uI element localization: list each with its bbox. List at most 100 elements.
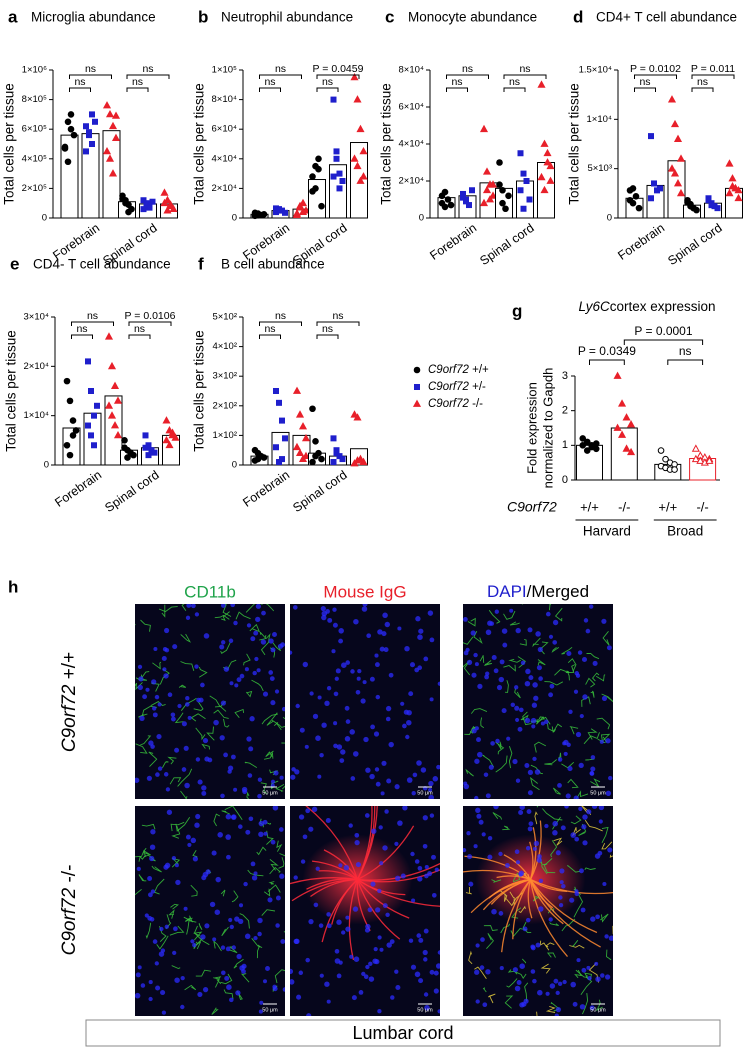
cd11b-signal [572, 940, 579, 947]
data-point [69, 417, 77, 424]
nucleus [528, 821, 534, 827]
nucleus [173, 926, 178, 932]
y-tick-label: 2×10⁴ [24, 361, 49, 372]
cd11b-signal [486, 933, 494, 950]
nucleus [137, 684, 143, 691]
igg-vessel [357, 869, 440, 883]
cd11b-signal [570, 815, 582, 825]
nucleus [373, 731, 380, 737]
cd11b-signal [551, 723, 563, 734]
nucleus [395, 984, 401, 991]
nucleus [491, 654, 497, 661]
nucleus [463, 616, 468, 622]
nucleus [483, 772, 489, 777]
cd11b-signal [553, 787, 561, 795]
data-point [330, 459, 337, 466]
data-point [479, 198, 489, 207]
nucleus [552, 619, 559, 626]
cd11b-signal [575, 969, 588, 978]
nucleus [435, 963, 440, 969]
nucleus [223, 752, 228, 758]
y-tick-label: 0 [44, 460, 49, 471]
nucleus [236, 953, 242, 960]
data-point [438, 192, 446, 200]
data-point [92, 118, 99, 125]
data-point [496, 181, 503, 188]
nucleus [573, 795, 579, 799]
data-point [64, 158, 72, 166]
data-point [107, 411, 117, 419]
nucleus [187, 842, 192, 847]
nucleus [135, 992, 141, 999]
nucleus [591, 806, 598, 809]
nucleus [163, 673, 169, 679]
nucleus [531, 702, 538, 708]
cd11b-signal [467, 617, 476, 627]
nucleus [270, 779, 276, 784]
data-point [89, 140, 96, 147]
nucleus [349, 729, 355, 735]
cd11b-signal [161, 604, 166, 618]
data-point [149, 198, 156, 205]
cd11b-signal [590, 778, 601, 788]
nucleus [429, 697, 434, 702]
cd11b-signal [482, 754, 494, 768]
cd11b-signal [268, 881, 275, 885]
nucleus [144, 913, 149, 918]
nucleus [197, 991, 203, 997]
nucleus [595, 914, 600, 920]
data-point [162, 416, 171, 424]
nucleus [524, 763, 530, 768]
nucleus [537, 989, 543, 996]
data-point [64, 118, 72, 126]
nucleus [147, 876, 153, 881]
nucleus [377, 1009, 382, 1014]
significance-bracket [259, 74, 302, 79]
nucleus [262, 979, 268, 984]
nucleus [405, 734, 410, 740]
data-point [333, 447, 340, 454]
nucleus [253, 871, 258, 876]
nucleus [538, 906, 544, 912]
nucleus [411, 791, 416, 796]
nucleus [148, 996, 153, 1002]
significance-label: ns [85, 63, 96, 75]
cd11b-signal [269, 859, 279, 871]
nucleus [366, 633, 372, 639]
nucleus [380, 791, 385, 796]
cd11b-signal [595, 674, 606, 682]
nucleus [241, 968, 246, 974]
nucleus [343, 865, 350, 871]
cd11b-signal [464, 726, 476, 735]
nucleus [348, 823, 353, 828]
nucleus [239, 673, 245, 679]
data-point [298, 422, 308, 430]
cd11b-signal [162, 761, 169, 769]
cd11b-signal [480, 717, 485, 729]
data-point [734, 193, 743, 202]
nucleus [272, 632, 277, 637]
cd11b-signal [586, 652, 600, 660]
nucleus [362, 604, 368, 607]
nucleus [475, 807, 481, 813]
cd11b-signal [529, 776, 540, 791]
data-point [613, 371, 622, 379]
data-point [66, 451, 74, 459]
nucleus [325, 817, 331, 824]
nucleus [498, 911, 504, 916]
nucleus [527, 627, 533, 633]
y-tick-label: 1×10² [212, 430, 237, 441]
cd11b-signal [141, 823, 156, 830]
data-point [359, 146, 368, 155]
row-label: C9orf72 +/+ [59, 652, 80, 752]
nucleus [221, 970, 226, 976]
nucleus [344, 705, 350, 711]
nucleus [466, 659, 473, 666]
nucleus [502, 642, 508, 648]
significance-bracket [259, 321, 302, 326]
y-tick-label: 4×10⁴ [212, 153, 237, 164]
cd11b-signal [256, 945, 263, 959]
data-point [517, 150, 524, 157]
nucleus [161, 655, 167, 662]
data-point [673, 134, 683, 142]
